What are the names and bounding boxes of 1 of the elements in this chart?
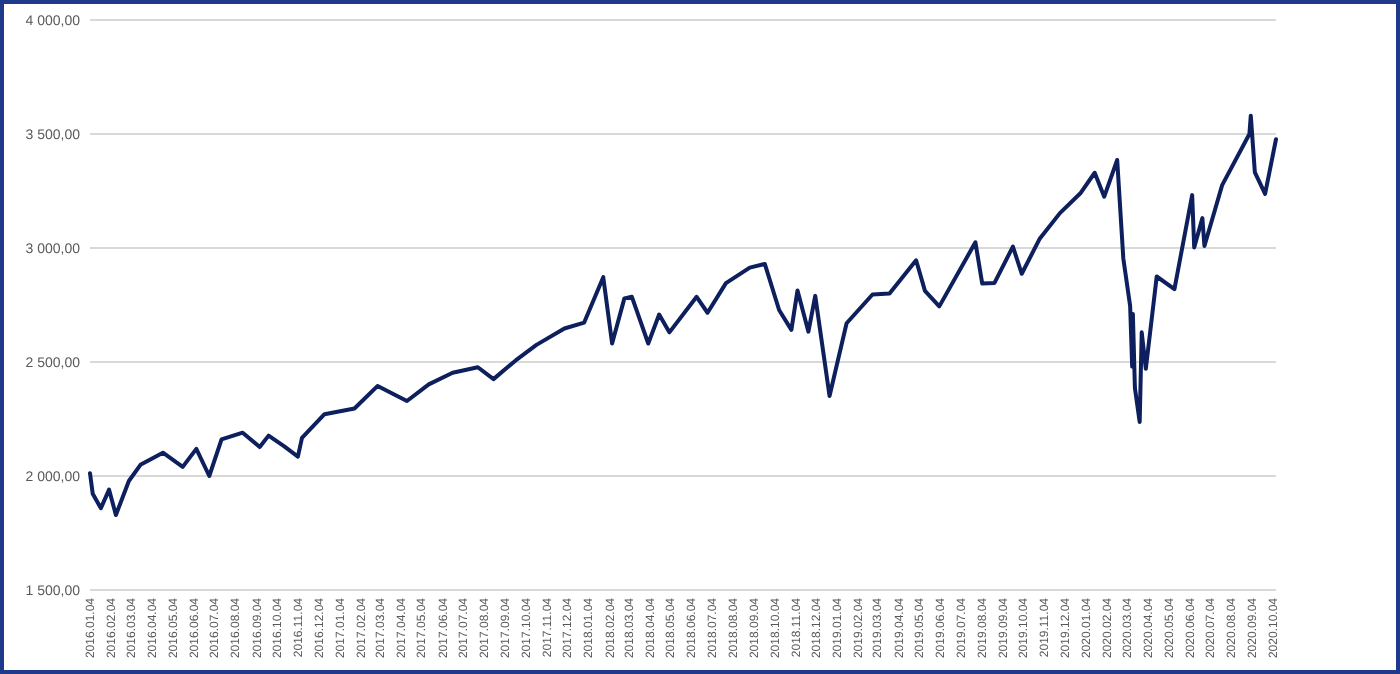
line-series (88, 113, 1278, 517)
